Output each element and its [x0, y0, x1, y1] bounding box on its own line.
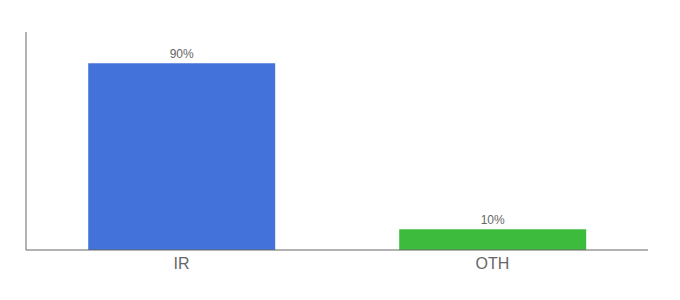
svg-text:IR: IR — [174, 255, 190, 272]
svg-text:90%: 90% — [170, 47, 194, 61]
svg-text:OTH: OTH — [476, 255, 510, 272]
svg-text:10%: 10% — [481, 213, 505, 227]
